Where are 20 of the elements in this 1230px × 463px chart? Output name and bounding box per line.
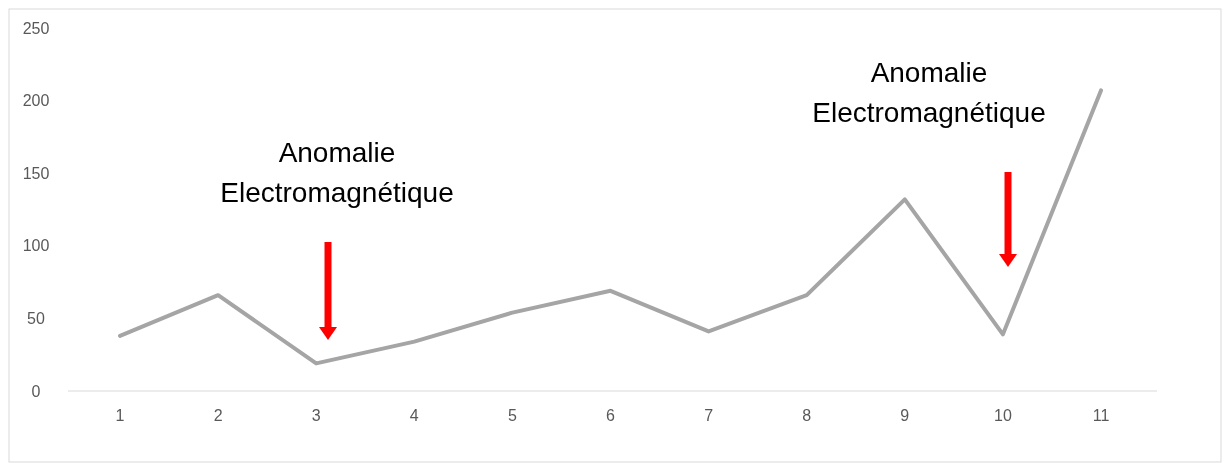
annotation: Anomalie Electromagnétique bbox=[812, 57, 1046, 128]
x-tick-label: 11 bbox=[1092, 407, 1110, 424]
x-tick-label: 1 bbox=[115, 407, 125, 424]
annotation: Anomalie Electromagnétique bbox=[220, 137, 454, 208]
y-tick-label: 0 bbox=[31, 382, 41, 400]
x-tick-label: 9 bbox=[900, 407, 910, 424]
x-tick-label: 2 bbox=[213, 407, 223, 424]
y-tick-label: 150 bbox=[22, 164, 50, 182]
y-tick-label: 200 bbox=[22, 92, 50, 110]
line-series bbox=[118, 88, 1103, 366]
x-tick-label: 5 bbox=[507, 407, 517, 424]
x-tick-label: 4 bbox=[409, 407, 419, 424]
y-tick-label: 100 bbox=[22, 237, 50, 255]
y-tick-label: 250 bbox=[22, 19, 50, 37]
x-tick-label: 6 bbox=[606, 407, 616, 424]
x-tick-label: 10 bbox=[994, 407, 1012, 424]
x-tick-label: 7 bbox=[704, 407, 714, 424]
y-tick-label: 50 bbox=[27, 310, 45, 327]
x-tick-label: 8 bbox=[802, 407, 812, 424]
x-tick-label: 3 bbox=[311, 407, 321, 424]
